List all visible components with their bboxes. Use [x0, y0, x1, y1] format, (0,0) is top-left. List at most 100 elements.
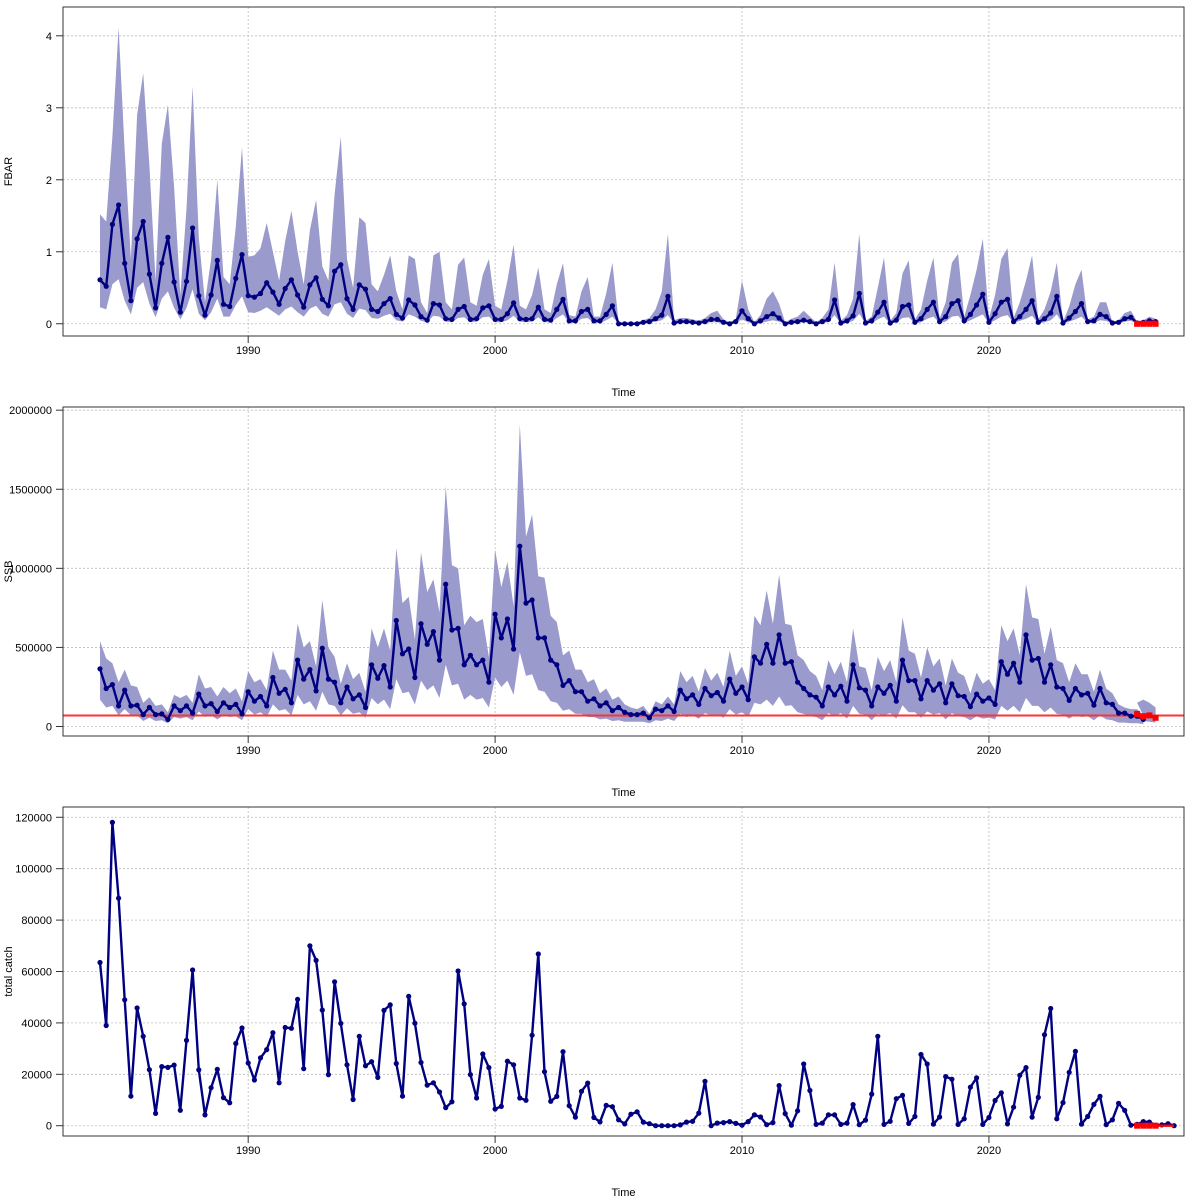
catch-x-tick-label: 2010 — [730, 1145, 754, 1157]
catch-data-point — [270, 1030, 276, 1036]
ssb-data-point — [1109, 701, 1115, 708]
catch-data-point — [869, 1091, 875, 1097]
ssb-data-point — [443, 581, 449, 587]
ssb-data-point — [1041, 679, 1048, 685]
ssb-data-point — [202, 703, 208, 709]
ssb-data-point — [381, 663, 387, 669]
ssb-data-point — [560, 682, 566, 689]
fbar-data-point — [529, 316, 535, 322]
ssb-data-point — [603, 700, 609, 706]
catch-data-point — [813, 1121, 819, 1127]
fbar-data-point — [1072, 308, 1078, 315]
fbar-data-point — [696, 320, 702, 326]
catch-data-point — [214, 1066, 220, 1072]
fbar-data-point — [381, 301, 387, 307]
fbar-data-point — [1029, 298, 1035, 304]
ssb-data-point — [535, 635, 541, 641]
catch-data-point — [616, 1117, 622, 1123]
ssb-data-point — [288, 700, 294, 706]
ssb-data-point — [690, 692, 696, 698]
catch-data-point — [893, 1096, 899, 1102]
ssb-data-point — [838, 683, 844, 689]
fbar-data-point — [233, 275, 239, 281]
catch-data-point — [640, 1119, 646, 1125]
catch-y-tick-label: 120000 — [15, 812, 52, 824]
catch-data-point — [443, 1105, 449, 1111]
fbar-data-point — [646, 319, 653, 325]
catch-data-point — [770, 1120, 776, 1126]
catch-data-point — [1048, 1005, 1054, 1012]
ssb-data-point — [591, 696, 597, 702]
ssb-y-tick-label: 1500000 — [9, 484, 52, 496]
fbar-data-point — [782, 321, 788, 327]
fbar-data-point — [690, 319, 696, 325]
catch-data-point — [128, 1093, 134, 1099]
fbar-data-point — [856, 290, 862, 297]
catch-data-point — [109, 819, 115, 826]
ssb-y-tick-label: 1000000 — [9, 563, 52, 575]
ssb-data-point — [998, 659, 1004, 665]
fbar-data-point — [1097, 311, 1103, 317]
fbar-projection-point — [1134, 320, 1141, 327]
catch-data-point — [628, 1111, 634, 1117]
catch-data-point — [535, 951, 541, 957]
catch-data-point — [264, 1047, 270, 1053]
ssb-data-point — [1072, 685, 1078, 692]
catch-projection-point — [1140, 1122, 1147, 1129]
ssb-data-point — [1097, 685, 1103, 692]
catch-series-line — [98, 821, 1175, 1127]
ssb-data-point — [566, 678, 572, 684]
catch-data-point — [634, 1109, 640, 1115]
catch-data-point — [1054, 1116, 1060, 1122]
ssb-data-point — [819, 703, 825, 709]
fbar-data-point — [572, 318, 579, 324]
fbar-data-point — [974, 302, 980, 308]
catch-data-point — [838, 1121, 844, 1127]
fbar-data-point — [628, 321, 634, 327]
catch-x-tick-label: 2020 — [977, 1145, 1001, 1157]
catch-data-point — [937, 1114, 943, 1120]
fbar-data-point — [128, 298, 134, 304]
fbar-data-point — [350, 306, 356, 312]
fbar-data-point — [486, 303, 492, 309]
ssb-data-point — [301, 676, 307, 682]
ssb-data-point — [541, 635, 548, 641]
catch-data-point — [375, 1074, 381, 1080]
fbar-data-point — [504, 311, 510, 317]
catch-data-point — [387, 1002, 393, 1008]
catch-data-point — [875, 1033, 881, 1039]
ssb-data-point — [97, 666, 103, 672]
fbar-data-point — [295, 292, 301, 298]
ssb-data-point — [276, 690, 282, 696]
fbar-confidence-band — [100, 27, 1156, 324]
catch-data-point — [202, 1112, 208, 1118]
fbar-data-point — [986, 319, 992, 325]
catch-data-point — [776, 1083, 782, 1089]
ssb-data-point — [585, 698, 591, 704]
catch-y-tick-label: 20000 — [21, 1069, 52, 1081]
catch-data-point — [683, 1119, 690, 1125]
catch-data-point — [751, 1112, 758, 1118]
ssb-data-point — [140, 712, 146, 718]
ssb-data-point — [807, 692, 813, 698]
catch-data-point — [276, 1080, 282, 1086]
ssb-data-point — [856, 685, 862, 691]
catch-data-point — [572, 1114, 579, 1120]
fbar-data-point — [1116, 319, 1122, 325]
catch-data-point — [844, 1120, 850, 1126]
ssb-data-point — [727, 676, 733, 682]
catch-data-point — [1035, 1094, 1041, 1100]
catch-data-point — [924, 1061, 930, 1067]
fbar-data-point — [967, 311, 974, 317]
fbar-data-point — [560, 296, 566, 302]
ssb-data-point — [122, 687, 128, 693]
ssb-data-point — [893, 698, 899, 704]
fbar-data-point — [930, 299, 937, 305]
catch-data-point — [159, 1064, 165, 1070]
fbar-data-point — [498, 316, 504, 322]
ssb-data-point — [986, 695, 992, 701]
fbar-data-point — [116, 202, 122, 208]
ssb-data-point — [196, 691, 202, 697]
ssb-data-point — [529, 597, 535, 603]
fbar-data-point — [1078, 301, 1085, 307]
